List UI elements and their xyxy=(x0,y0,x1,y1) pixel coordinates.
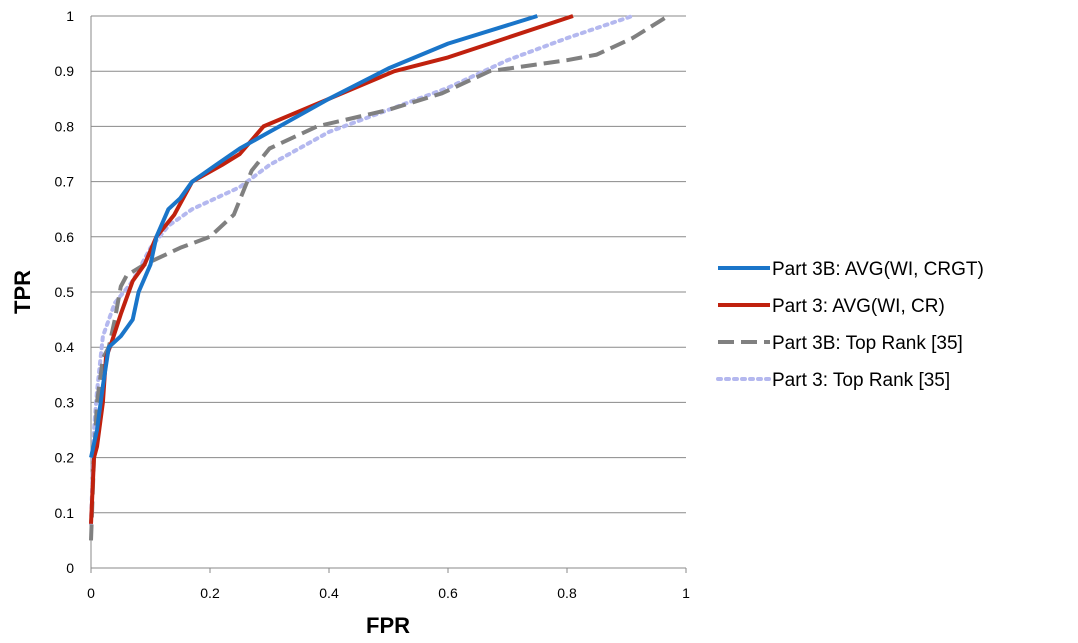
series-lines xyxy=(89,14,670,541)
y-tick-label: 0.1 xyxy=(55,505,75,521)
x-tick-label: 0.8 xyxy=(557,585,577,601)
axes xyxy=(90,16,687,573)
y-axis-title: TPR xyxy=(10,270,35,314)
y-tick-label: 0.3 xyxy=(55,394,75,410)
y-tick-label: 0.7 xyxy=(55,174,75,190)
y-tick-label: 0.2 xyxy=(55,450,75,466)
x-axis-title: FPR xyxy=(366,613,410,638)
x-tick-label: 0.2 xyxy=(200,585,220,601)
x-tick-label: 0.6 xyxy=(438,585,458,601)
series-line xyxy=(89,14,670,541)
y-tick-label: 0 xyxy=(66,560,74,576)
series-line xyxy=(89,14,635,526)
x-tick-label: 0 xyxy=(87,585,95,601)
y-tick-label: 0.8 xyxy=(55,118,75,134)
y-tick-label: 0.4 xyxy=(55,339,75,355)
x-tick-label: 0.4 xyxy=(319,585,339,601)
y-tick-label: 0.9 xyxy=(55,63,75,79)
x-tick-labels: 0 0.2 0.4 0.6 0.8 1 xyxy=(87,585,690,601)
series-line xyxy=(89,14,574,524)
series-line xyxy=(89,14,538,459)
legend-label: Part 3: Top Rank [35] xyxy=(772,370,950,391)
y-tick-labels: 0 0.1 0.2 0.3 0.4 0.5 0.6 0.7 0.8 0.9 1 xyxy=(55,8,75,576)
y-tick-label: 1 xyxy=(66,8,74,24)
legend-label: Part 3: AVG(WI, CR) xyxy=(772,296,945,317)
legend: Part 3B: AVG(WI, CRGT) Part 3: AVG(WI, CR… xyxy=(716,259,984,391)
y-tick-label: 0.6 xyxy=(55,229,75,245)
legend-label: Part 3B: Top Rank [35] xyxy=(772,333,963,354)
legend-label: Part 3B: AVG(WI, CRGT) xyxy=(772,259,984,280)
x-tick-label: 1 xyxy=(682,585,690,601)
y-tick-label: 0.5 xyxy=(55,284,75,300)
gridlines xyxy=(91,15,686,514)
